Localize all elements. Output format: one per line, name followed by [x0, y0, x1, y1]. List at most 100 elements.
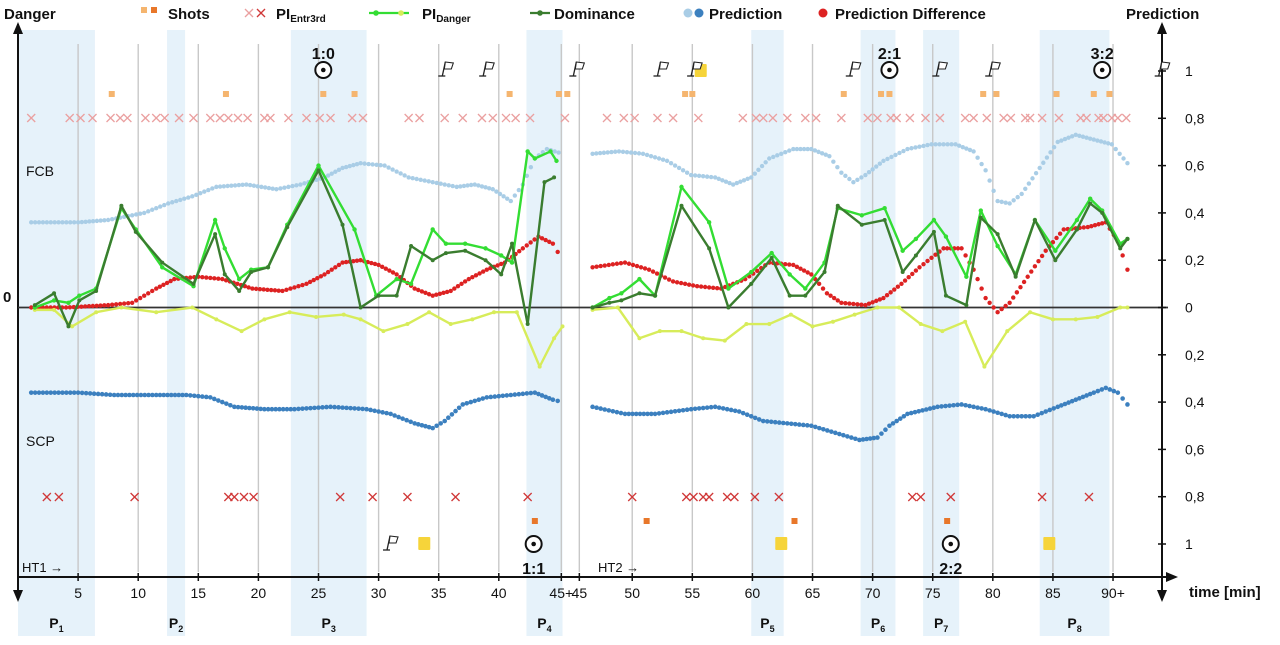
- dominance-series-h2-point: [822, 270, 827, 275]
- pi-entr3rd-marker: [892, 113, 902, 123]
- prediction-fcb-series-dot: [889, 154, 894, 160]
- zero-label: 0: [3, 289, 11, 306]
- team-top-label: FCB: [26, 163, 54, 179]
- prediction-fcb-series-dot: [730, 182, 736, 187]
- prediction-scp-series-dot: [853, 436, 858, 442]
- prediction-scp-series-dot: [901, 413, 907, 419]
- pi-entr3rd-marker: [1121, 113, 1131, 123]
- pi-entr3rd-marker: [1113, 113, 1123, 123]
- pi-danger-scp-series: [32, 305, 565, 369]
- ball-center: [887, 67, 892, 73]
- x-tick-label: 75: [925, 585, 941, 601]
- pi-danger-scp-series-point: [552, 336, 557, 341]
- prediction-scp-series-dot: [927, 406, 933, 411]
- prediction-scp-series-dot: [1066, 400, 1071, 405]
- cross-stroke: [653, 113, 662, 123]
- dominance-series-point: [213, 232, 218, 237]
- dominance-series-h2-point: [749, 281, 754, 286]
- pi-danger-fcb-series-point: [483, 246, 488, 251]
- prediction-scp-series-dot: [1011, 413, 1016, 419]
- prediction-fcb-series-dot: [486, 186, 492, 191]
- dominance-series-h2-point: [787, 293, 792, 298]
- prediction-difference-series-dot: [690, 283, 696, 288]
- prediction-difference-series-dot: [83, 304, 88, 309]
- prediction-scp-series-dot: [792, 421, 798, 427]
- shot-marker: [878, 91, 885, 97]
- prediction-fcb-series-dot: [983, 168, 988, 173]
- pi-entr3rd-marker: [160, 113, 170, 123]
- prediction-fcb-series-dot: [1055, 139, 1060, 145]
- shot-marker: [1090, 91, 1097, 97]
- prediction-fcb-series-dot: [214, 184, 219, 190]
- cross-stroke: [681, 492, 691, 502]
- prediction-difference-series-dot: [105, 302, 111, 308]
- period-label: P1: [49, 615, 63, 634]
- prediction-difference-series-dot: [622, 260, 628, 265]
- prediction-fcb-series-dot: [628, 150, 634, 155]
- prediction-difference-series-dot: [448, 288, 453, 294]
- prediction-scp-series-dot: [532, 390, 538, 395]
- prediction-fcb-series-dot: [794, 146, 800, 152]
- prediction-fcb-series-dot: [278, 186, 283, 191]
- prediction-difference-series-dot: [150, 288, 155, 294]
- yellow-card: [418, 537, 431, 550]
- pi-entr3rd-marker: [872, 113, 882, 123]
- corner-flag-icon: [985, 61, 1001, 77]
- pi-danger-fcb-series-point: [66, 300, 71, 305]
- prediction-difference-series-dot: [933, 252, 938, 257]
- prediction-scp-series-dot: [626, 411, 632, 417]
- prediction-scp-series-dot: [805, 423, 810, 428]
- prediction-fcb-series-dot: [1015, 194, 1020, 200]
- shot-marker: [886, 91, 893, 97]
- dominance-series-h2-point: [900, 270, 905, 275]
- legend-pidanger-sub: Danger: [436, 14, 471, 25]
- prediction-difference-series-dot: [129, 300, 135, 305]
- prediction-fcb-series-dot: [609, 149, 614, 155]
- period-label-text: P: [1067, 615, 1076, 631]
- prediction-difference-series-dot: [884, 293, 890, 298]
- prediction-scp-series-dot: [232, 404, 237, 410]
- prediction-scp-series-dot: [388, 411, 393, 417]
- cross-stroke: [1037, 113, 1047, 123]
- prediction-fcb-series-dot: [414, 176, 419, 182]
- prediction-scp-series-dot: [32, 390, 38, 395]
- prediction-fcb-series-dot: [105, 217, 111, 223]
- prediction-fcb-series-dot: [182, 196, 187, 201]
- prediction-difference-series-dot: [322, 272, 327, 277]
- prediction-scp-series-dot: [833, 430, 838, 436]
- dominance-series-h2-point: [619, 298, 624, 303]
- prediction-scp-series-dot: [890, 421, 896, 426]
- ball-center: [321, 67, 326, 73]
- pi-danger-scp-series-h2-point: [657, 329, 662, 334]
- legend-prediction-label: Prediction: [709, 6, 782, 23]
- pi-danger-scp-series-point: [381, 329, 386, 334]
- pi-danger-fcb-series-point: [352, 227, 357, 232]
- prediction-difference-series-dot: [816, 281, 822, 287]
- prediction-scp-series-dot: [536, 391, 541, 397]
- pi-entr3rd-marker: [347, 113, 357, 123]
- prediction-fcb-series-dot: [329, 171, 334, 176]
- prediction-difference-series-dot: [550, 241, 556, 246]
- x-tick-label: 65: [805, 585, 821, 601]
- pi-danger-fcb-series-point: [462, 241, 468, 246]
- prediction-difference-series-dot: [929, 255, 934, 261]
- cross-stroke: [106, 113, 116, 123]
- prediction-scp-series-dot: [622, 411, 628, 417]
- prediction-scp-series-dot: [488, 394, 494, 400]
- pi-entr3rd-marker: [488, 113, 498, 123]
- pi-danger-scp-series-h2-point: [722, 338, 727, 343]
- prediction-scp-series-dot: [153, 392, 159, 398]
- legend-pidanger-label: PIDanger: [422, 6, 471, 25]
- prediction-scp-series-dot: [168, 392, 174, 398]
- prediction-difference-series-dot: [265, 287, 270, 292]
- pi-entr3rd-marker: [174, 113, 184, 123]
- prediction-fcb-series-dot: [700, 174, 706, 179]
- pi-danger-fcb-series-point: [532, 156, 538, 161]
- prediction-scp-series-dot: [720, 406, 726, 411]
- pi-danger-scp-series-point: [214, 317, 219, 322]
- prediction-fcb-series-dot: [472, 182, 477, 187]
- goal-score-label: 2:1: [878, 46, 901, 63]
- prediction-scp-series-dot: [712, 404, 718, 410]
- prediction-scp-series-dot: [837, 431, 842, 437]
- prediction-scp-series-dot: [668, 409, 674, 415]
